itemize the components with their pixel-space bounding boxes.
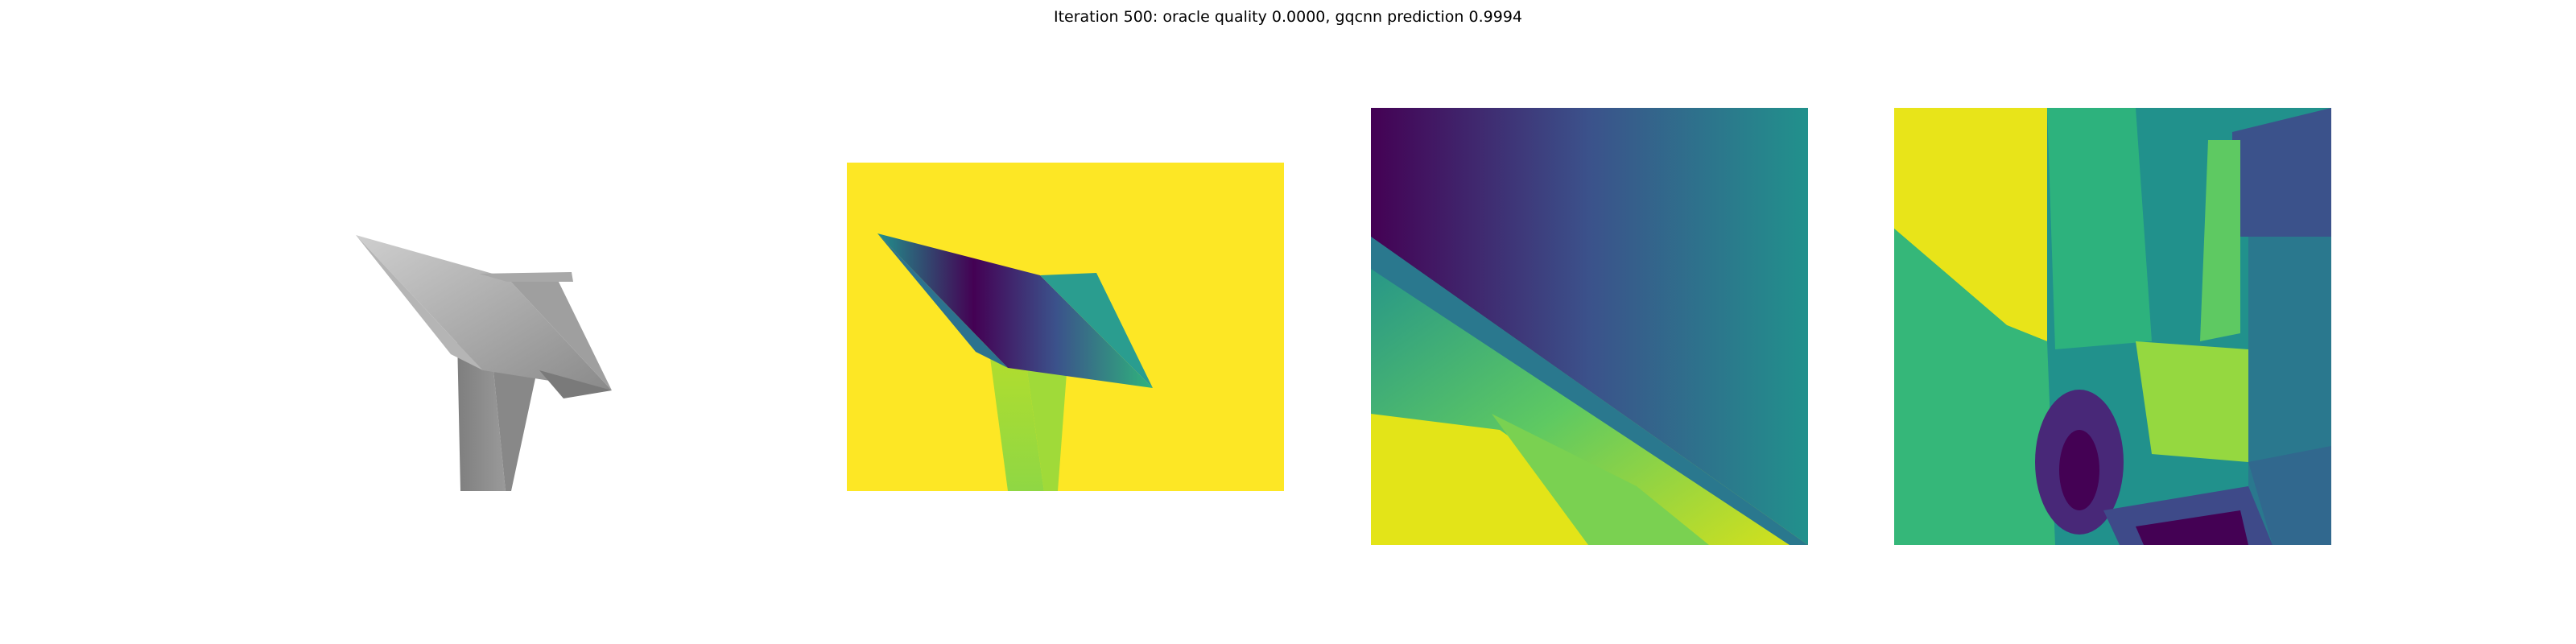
- depth-crop-2-panel: [1894, 108, 2331, 545]
- depth-crop-2: [1894, 108, 2331, 545]
- depth-image-panel: [847, 163, 1284, 491]
- rendered-mesh-image: [356, 235, 612, 491]
- depth-crop-1-panel: [1371, 108, 1808, 545]
- depth-image: [847, 163, 1284, 491]
- rendered-mesh-panel: [338, 217, 644, 491]
- figure-title: Iteration 500: oracle quality 0.0000, gq…: [1053, 8, 1522, 26]
- depth-crop-1: [1371, 108, 1808, 545]
